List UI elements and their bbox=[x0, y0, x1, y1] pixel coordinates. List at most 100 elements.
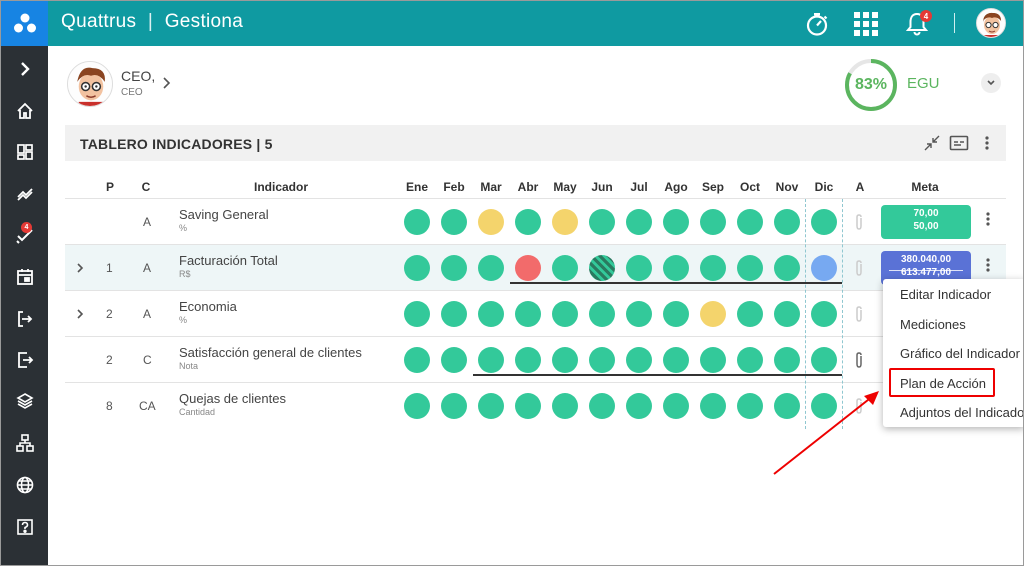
attachment-clip-icon[interactable] bbox=[853, 213, 865, 236]
month-status-dot[interactable] bbox=[663, 347, 689, 373]
month-status-dot[interactable] bbox=[774, 255, 800, 281]
month-status-dot[interactable] bbox=[811, 301, 837, 327]
month-status-dot[interactable] bbox=[515, 209, 541, 235]
month-status-dot[interactable] bbox=[737, 255, 763, 281]
row-more-icon[interactable] bbox=[985, 211, 991, 232]
month-status-dot[interactable] bbox=[700, 347, 726, 373]
menu-item-attachments[interactable]: Adjuntos del Indicador bbox=[900, 405, 1024, 420]
month-status-dot[interactable] bbox=[441, 393, 467, 419]
row-expand-chevron-icon[interactable] bbox=[75, 307, 85, 325]
timer-icon[interactable] bbox=[802, 9, 832, 39]
table-row[interactable]: 2 C Satisfacción general de clientes Nota bbox=[65, 336, 1006, 382]
sidebar-item-login[interactable] bbox=[1, 304, 48, 334]
sidebar-item-layers[interactable] bbox=[1, 386, 48, 416]
month-status-dot[interactable] bbox=[700, 255, 726, 281]
indicator-name[interactable]: Satisfacción general de clientes bbox=[179, 345, 362, 360]
sidebar-item-home[interactable] bbox=[1, 96, 48, 126]
month-status-dot[interactable] bbox=[663, 255, 689, 281]
month-status-dot[interactable] bbox=[552, 209, 578, 235]
month-status-dot[interactable] bbox=[737, 301, 763, 327]
month-status-dot[interactable] bbox=[515, 347, 541, 373]
indicator-name[interactable]: Saving General bbox=[179, 207, 269, 222]
board-more-icon[interactable] bbox=[976, 133, 998, 153]
sidebar-item-logout[interactable] bbox=[1, 345, 48, 375]
month-status-dot[interactable] bbox=[478, 347, 504, 373]
notifications-bell-icon[interactable]: 4 bbox=[902, 9, 932, 39]
month-status-dot[interactable] bbox=[663, 209, 689, 235]
user-avatar-small[interactable] bbox=[976, 8, 1006, 38]
month-status-dot[interactable] bbox=[404, 209, 430, 235]
indicator-name[interactable]: Economia bbox=[179, 299, 237, 314]
indicator-name[interactable]: Quejas de clientes bbox=[179, 391, 286, 406]
month-status-dot[interactable] bbox=[404, 393, 430, 419]
month-status-dot[interactable] bbox=[811, 393, 837, 419]
month-status-dot[interactable] bbox=[515, 393, 541, 419]
month-status-dot[interactable] bbox=[774, 347, 800, 373]
table-row[interactable]: A Saving General% 70,00 50,00 bbox=[65, 198, 1006, 244]
month-status-dot[interactable] bbox=[626, 301, 652, 327]
month-status-dot[interactable] bbox=[737, 347, 763, 373]
table-row[interactable]: 2 A Economia% bbox=[65, 290, 1006, 336]
user-chevron-icon[interactable] bbox=[161, 76, 173, 95]
sidebar-item-dashboard[interactable] bbox=[1, 137, 48, 167]
month-status-dot[interactable] bbox=[552, 393, 578, 419]
month-status-dot[interactable] bbox=[478, 255, 504, 281]
month-status-dot[interactable] bbox=[404, 347, 430, 373]
month-status-dot[interactable] bbox=[552, 347, 578, 373]
month-status-dot[interactable] bbox=[515, 301, 541, 327]
month-status-dot[interactable] bbox=[589, 347, 615, 373]
sidebar-item-globe[interactable] bbox=[1, 470, 48, 500]
month-status-dot[interactable] bbox=[404, 255, 430, 281]
sidebar-item-help[interactable] bbox=[1, 512, 48, 542]
month-status-dot[interactable] bbox=[700, 393, 726, 419]
attachment-clip-icon[interactable] bbox=[853, 397, 865, 420]
month-status-dot[interactable] bbox=[589, 301, 615, 327]
app-logo[interactable] bbox=[1, 1, 48, 46]
month-status-dot[interactable] bbox=[552, 301, 578, 327]
month-status-dot[interactable] bbox=[626, 209, 652, 235]
apps-grid-icon[interactable] bbox=[851, 9, 881, 39]
month-status-dot[interactable] bbox=[589, 255, 615, 281]
table-row[interactable]: 8 CA Quejas de clientes Cantidad bbox=[65, 382, 1006, 428]
month-status-dot[interactable] bbox=[663, 301, 689, 327]
month-status-dot[interactable] bbox=[811, 209, 837, 235]
menu-item-edit[interactable]: Editar Indicador bbox=[900, 287, 992, 302]
kpi-expand-button[interactable] bbox=[981, 73, 1001, 93]
menu-item-chart[interactable]: Gráfico del Indicador bbox=[900, 346, 1020, 361]
month-status-dot[interactable] bbox=[552, 255, 578, 281]
caption-icon[interactable] bbox=[948, 133, 970, 153]
row-more-icon[interactable] bbox=[985, 257, 991, 278]
month-status-dot[interactable] bbox=[589, 393, 615, 419]
attachment-clip-icon[interactable] bbox=[853, 351, 865, 374]
menu-item-measurements[interactable]: Mediciones bbox=[900, 317, 966, 332]
month-status-dot[interactable] bbox=[441, 209, 467, 235]
menu-item-action-plan[interactable]: Plan de Acción bbox=[900, 376, 987, 391]
attachment-clip-icon[interactable] bbox=[853, 259, 865, 282]
month-status-dot[interactable] bbox=[700, 209, 726, 235]
month-status-dot[interactable] bbox=[478, 209, 504, 235]
row-expand-chevron-icon[interactable] bbox=[75, 261, 85, 279]
month-status-dot[interactable] bbox=[811, 255, 837, 281]
month-status-dot[interactable] bbox=[589, 209, 615, 235]
month-status-dot[interactable] bbox=[774, 393, 800, 419]
month-status-dot[interactable] bbox=[774, 209, 800, 235]
month-status-dot[interactable] bbox=[478, 393, 504, 419]
sidebar-item-org-chart[interactable] bbox=[1, 428, 48, 458]
indicator-name[interactable]: Facturación Total bbox=[179, 253, 278, 268]
month-status-dot[interactable] bbox=[515, 255, 541, 281]
collapse-icon[interactable] bbox=[921, 133, 943, 153]
month-status-dot[interactable] bbox=[441, 255, 467, 281]
month-status-dot[interactable] bbox=[700, 301, 726, 327]
month-status-dot[interactable] bbox=[478, 301, 504, 327]
user-avatar[interactable] bbox=[67, 61, 113, 107]
month-status-dot[interactable] bbox=[737, 393, 763, 419]
sidebar-item-calendar[interactable] bbox=[1, 262, 48, 292]
month-status-dot[interactable] bbox=[663, 393, 689, 419]
sidebar-expand[interactable] bbox=[1, 54, 48, 84]
month-status-dot[interactable] bbox=[441, 301, 467, 327]
month-status-dot[interactable] bbox=[626, 255, 652, 281]
month-status-dot[interactable] bbox=[441, 347, 467, 373]
month-status-dot[interactable] bbox=[626, 347, 652, 373]
month-status-dot[interactable] bbox=[811, 347, 837, 373]
month-status-dot[interactable] bbox=[626, 393, 652, 419]
